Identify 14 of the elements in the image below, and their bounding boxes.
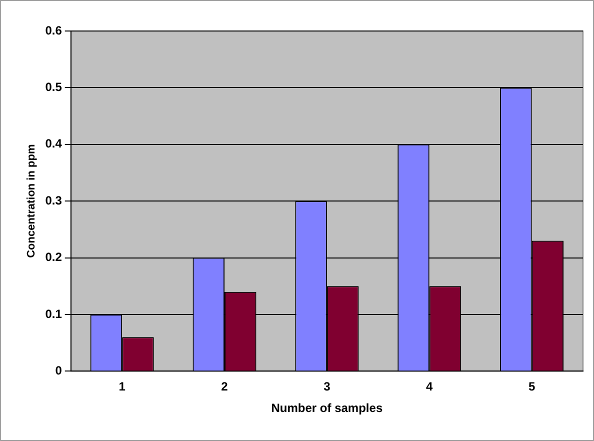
y-tick-label: 0.6 <box>45 23 62 38</box>
x-axis-title: Number of samples <box>271 401 383 416</box>
x-tick-label: 4 <box>426 380 434 394</box>
y-axis-title: Concentration in ppm <box>26 144 38 258</box>
y-tick-label: 0.5 <box>45 80 62 94</box>
x-tick-label: 5 <box>528 380 536 394</box>
y-tick-label: 0.1 <box>45 306 62 321</box>
x-tick-label: 2 <box>221 380 228 394</box>
y-tick-label: 0 <box>55 364 62 378</box>
y-tick-label: 0.2 <box>45 250 62 264</box>
y-tick-label: 0.4 <box>45 136 62 151</box>
y-tick-label: 0.3 <box>45 193 62 208</box>
x-tick-label: 1 <box>118 380 126 394</box>
x-tick-label: 3 <box>324 380 331 394</box>
